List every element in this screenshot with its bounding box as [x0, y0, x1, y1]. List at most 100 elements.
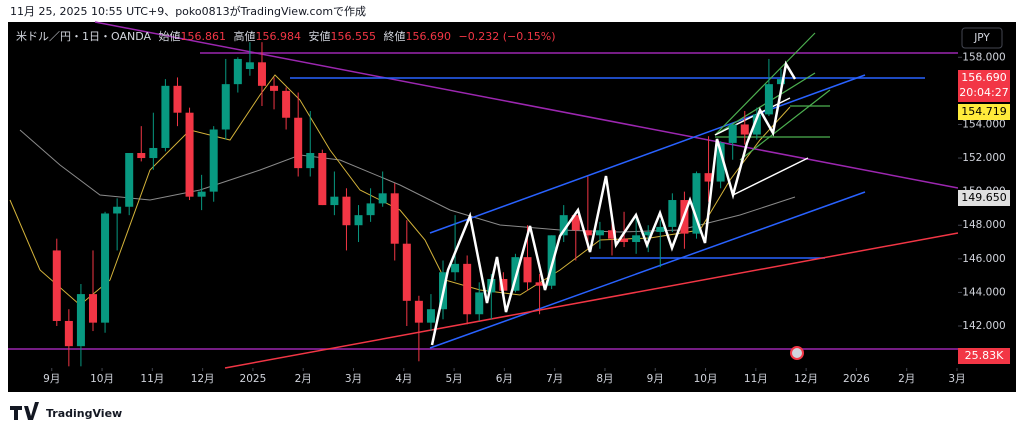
- logo-icon: [10, 402, 39, 420]
- candle-body: [499, 278, 508, 291]
- x-tick-label: 3月: [948, 373, 965, 385]
- brand-logo: TradingView: [10, 402, 122, 420]
- volume-value: 25.83K: [965, 349, 1004, 362]
- ma-fast-value: 154.719: [961, 105, 1007, 118]
- candle-body: [620, 238, 629, 243]
- drawing-line: [224, 232, 959, 369]
- candle-body: [330, 196, 339, 206]
- value: 156.690: [406, 30, 452, 43]
- y-tick-label: 144.000: [962, 286, 1005, 298]
- value: 156.984: [256, 30, 302, 43]
- candle-body: [716, 142, 725, 182]
- volume-tag: [958, 348, 1010, 364]
- x-tick-label: 2月: [898, 373, 915, 385]
- candle-body: [245, 62, 254, 70]
- last-price-tag: [958, 70, 1010, 102]
- label: 始値: [159, 29, 181, 43]
- candle-body: [101, 213, 110, 323]
- currency: JPY: [973, 32, 990, 44]
- chart-header: 米ドル／円・1日・OANDA 始値156.861 高値156.984 安値156…: [16, 29, 555, 43]
- drawing-line: [94, 21, 959, 189]
- brand: TradingView: [46, 407, 122, 420]
- x-tick-label: 11月: [140, 373, 164, 385]
- x-tick-label: 10月: [694, 373, 718, 385]
- ma-tag: [958, 104, 1010, 120]
- ma-slow-value: 149.650: [961, 191, 1007, 204]
- candle-body: [209, 129, 218, 192]
- candle-body: [173, 85, 182, 113]
- candle-body: [547, 235, 556, 286]
- moving-average-slow: [19, 129, 796, 233]
- candle-body: [535, 282, 544, 286]
- candle-body: [692, 173, 701, 234]
- y-axis: 142.000144.000146.000148.000150.000152.0…: [958, 51, 1006, 332]
- change: −0.232 (−0.15%): [459, 30, 556, 43]
- candle-body: [52, 250, 61, 321]
- drawing-line: [732, 157, 809, 196]
- candle-body: [656, 226, 665, 232]
- candle-body: [776, 79, 785, 85]
- countdown: 20:04:27: [959, 86, 1008, 99]
- label: 高値: [234, 29, 256, 43]
- candle-body: [559, 215, 568, 236]
- event-icon[interactable]: [790, 346, 804, 360]
- candle-body: [64, 320, 73, 347]
- candle-body: [390, 193, 399, 244]
- y-tick-label: 154.000: [962, 118, 1005, 130]
- candle-body: [318, 153, 327, 206]
- x-tick-label: 9月: [43, 373, 60, 385]
- candle-body: [233, 58, 242, 85]
- last-price: 156.690: [961, 71, 1007, 84]
- candle-body: [571, 215, 580, 231]
- candle-body: [221, 84, 230, 130]
- y-tick-label: 158.000: [962, 51, 1005, 63]
- x-tick-label: 2026: [843, 373, 870, 385]
- candle-body: [282, 90, 291, 118]
- candle-body: [475, 292, 484, 315]
- candle-body: [342, 196, 351, 226]
- currency-button[interactable]: [961, 27, 1003, 49]
- candle-body: [76, 294, 85, 347]
- x-tick-label: 8月: [596, 373, 613, 385]
- x-tick-label: 5月: [445, 373, 462, 385]
- candle-body: [197, 191, 206, 197]
- candle-body: [523, 257, 532, 283]
- value: 156.555: [331, 30, 377, 43]
- candle-body: [414, 300, 423, 323]
- candle-body: [125, 153, 134, 207]
- y-tick-label: 146.000: [962, 253, 1005, 265]
- candle-body: [451, 263, 460, 273]
- x-tick-label: 2025: [240, 373, 267, 385]
- candle-body: [378, 193, 387, 204]
- x-axis: 9月 10月 11月 12月 2025 2月 3月 4月 5月 6月 7月 8月 9月 10月 11月 12月…: [43, 368, 966, 385]
- drawing-line: [429, 191, 866, 349]
- candle-body: [354, 215, 363, 226]
- label: 安値: [309, 29, 331, 43]
- candle-body: [257, 62, 266, 86]
- candle-body: [704, 173, 713, 182]
- candle-body: [161, 85, 170, 148]
- candle-body: [270, 85, 279, 91]
- value: 156.861: [181, 30, 227, 43]
- candle-body: [149, 147, 158, 159]
- x-tick-label: 3月: [345, 373, 362, 385]
- y-tick-label: 148.000: [962, 219, 1005, 231]
- candle-body: [426, 309, 435, 323]
- candle-body: [294, 117, 303, 169]
- x-tick-label: 10月: [90, 373, 114, 385]
- x-tick-label: 11月: [744, 373, 768, 385]
- x-tick-label: 4月: [395, 373, 412, 385]
- y-tick-label: 142.000: [962, 320, 1005, 332]
- drawing-line: [739, 89, 831, 161]
- x-tick-label: 7月: [546, 373, 563, 385]
- candle-body: [306, 153, 315, 169]
- candle-body: [463, 263, 472, 315]
- caption: 11月 25, 2025 10:55 UTC+9、poko0813がTradin…: [10, 4, 366, 18]
- drawing-line: [714, 32, 816, 136]
- candle-body: [113, 206, 122, 214]
- x-tick-label: 12月: [191, 373, 215, 385]
- label: 終値: [384, 29, 406, 43]
- candle-body: [402, 243, 411, 301]
- candles: [52, 42, 785, 367]
